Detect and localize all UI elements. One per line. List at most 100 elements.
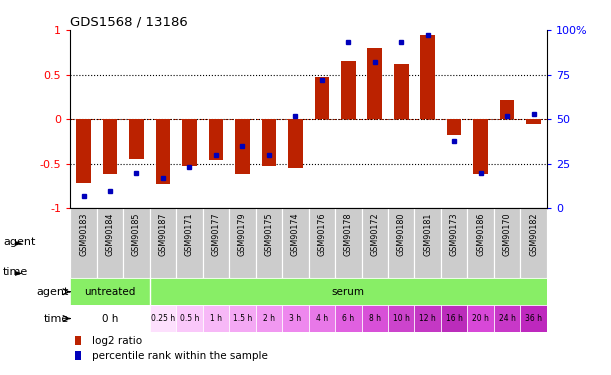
Text: 8 h: 8 h xyxy=(369,314,381,323)
Bar xyxy=(76,119,91,183)
Bar xyxy=(362,209,388,278)
Bar xyxy=(229,209,255,278)
Text: untreated: untreated xyxy=(84,287,136,297)
Text: GSM90173: GSM90173 xyxy=(450,213,459,256)
Bar xyxy=(288,119,302,168)
Text: GSM90182: GSM90182 xyxy=(529,213,538,256)
Bar xyxy=(315,77,329,119)
Bar xyxy=(335,209,362,278)
Bar xyxy=(156,119,170,184)
Bar xyxy=(447,119,461,135)
Text: 4 h: 4 h xyxy=(316,314,328,323)
Bar xyxy=(388,209,414,278)
Text: GSM90180: GSM90180 xyxy=(397,213,406,256)
Text: 6 h: 6 h xyxy=(342,314,354,323)
Bar xyxy=(229,305,255,332)
Bar xyxy=(150,209,176,278)
Text: GSM90177: GSM90177 xyxy=(211,213,221,256)
Bar xyxy=(176,305,203,332)
Text: serum: serum xyxy=(332,287,365,297)
Bar xyxy=(388,305,414,332)
Text: GSM90179: GSM90179 xyxy=(238,213,247,256)
Bar xyxy=(494,209,521,278)
Text: GSM90171: GSM90171 xyxy=(185,213,194,256)
Bar xyxy=(341,61,356,119)
Bar xyxy=(75,336,81,345)
Text: 0.25 h: 0.25 h xyxy=(151,314,175,323)
Bar xyxy=(521,305,547,332)
Text: GSM90187: GSM90187 xyxy=(158,213,167,256)
Text: log2 ratio: log2 ratio xyxy=(92,336,142,345)
Text: agent: agent xyxy=(3,237,35,247)
Bar xyxy=(150,278,547,305)
Text: GDS1568 / 13186: GDS1568 / 13186 xyxy=(70,16,188,29)
Text: GSM90176: GSM90176 xyxy=(317,213,326,256)
Bar xyxy=(420,35,435,119)
Text: GSM90185: GSM90185 xyxy=(132,213,141,256)
Bar xyxy=(467,209,494,278)
Text: 20 h: 20 h xyxy=(472,314,489,323)
Bar xyxy=(150,305,176,332)
Bar xyxy=(526,119,541,124)
Bar xyxy=(467,305,494,332)
Text: GSM90175: GSM90175 xyxy=(265,213,273,256)
Bar xyxy=(235,119,250,174)
Text: GSM90174: GSM90174 xyxy=(291,213,300,256)
Bar xyxy=(500,99,514,119)
Bar xyxy=(309,305,335,332)
Bar xyxy=(441,305,467,332)
Bar xyxy=(208,119,223,160)
Text: agent: agent xyxy=(37,287,69,297)
Bar xyxy=(414,305,441,332)
Bar xyxy=(474,119,488,174)
Text: 36 h: 36 h xyxy=(525,314,542,323)
Bar xyxy=(362,305,388,332)
Text: ►: ► xyxy=(15,267,23,277)
Text: 1.5 h: 1.5 h xyxy=(233,314,252,323)
Bar xyxy=(414,209,441,278)
Bar xyxy=(255,305,282,332)
Text: percentile rank within the sample: percentile rank within the sample xyxy=(92,351,268,361)
Text: 3 h: 3 h xyxy=(289,314,301,323)
Bar xyxy=(203,209,229,278)
Text: 0.5 h: 0.5 h xyxy=(180,314,199,323)
Text: time: time xyxy=(3,267,28,277)
Text: 0 h: 0 h xyxy=(102,314,118,324)
Bar xyxy=(255,209,282,278)
Text: GSM90172: GSM90172 xyxy=(370,213,379,256)
Text: GSM90181: GSM90181 xyxy=(423,213,432,256)
Text: 10 h: 10 h xyxy=(393,314,409,323)
Bar xyxy=(182,119,197,165)
Text: 24 h: 24 h xyxy=(499,314,516,323)
Text: 1 h: 1 h xyxy=(210,314,222,323)
Bar xyxy=(262,119,276,165)
Bar xyxy=(203,305,229,332)
Bar xyxy=(367,48,382,119)
Text: GSM90184: GSM90184 xyxy=(106,213,114,256)
Bar xyxy=(494,305,521,332)
Bar xyxy=(123,209,150,278)
Text: GSM90183: GSM90183 xyxy=(79,213,88,256)
Bar xyxy=(70,209,97,278)
Bar xyxy=(97,209,123,278)
Text: GSM90178: GSM90178 xyxy=(344,213,353,256)
Bar xyxy=(309,209,335,278)
Text: GSM90170: GSM90170 xyxy=(503,213,511,256)
Bar xyxy=(335,305,362,332)
Bar xyxy=(441,209,467,278)
Bar xyxy=(282,209,309,278)
Bar xyxy=(103,119,117,174)
Text: time: time xyxy=(44,314,69,324)
Bar xyxy=(129,119,144,159)
Bar xyxy=(521,209,547,278)
Text: 2 h: 2 h xyxy=(263,314,275,323)
Bar xyxy=(282,305,309,332)
Text: ►: ► xyxy=(15,237,23,247)
Bar xyxy=(70,278,150,305)
Bar xyxy=(75,351,81,360)
Bar xyxy=(176,209,203,278)
Text: 16 h: 16 h xyxy=(446,314,463,323)
Bar xyxy=(394,64,409,119)
Text: GSM90186: GSM90186 xyxy=(476,213,485,256)
Text: 12 h: 12 h xyxy=(419,314,436,323)
